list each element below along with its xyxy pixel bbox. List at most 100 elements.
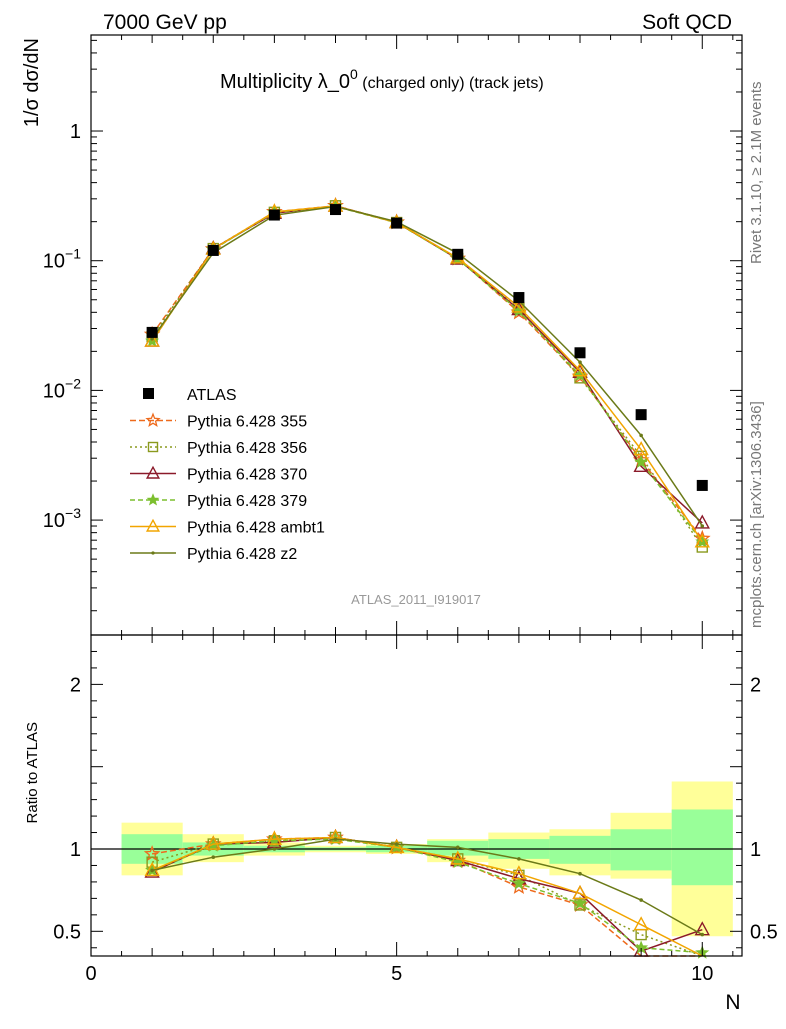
series-6-point-9 [639, 433, 643, 438]
plot-title: Multiplicity λ_00 (charged only) (track … [220, 66, 544, 93]
ratio-y-tick-label-left-1: 0.5 [53, 921, 81, 943]
data-point-3 [268, 209, 280, 221]
legend-marker-3 [145, 465, 161, 479]
ratio-6-point-3 [272, 847, 277, 851]
category-label: Soft QCD [642, 11, 732, 34]
ratio-1-point-7 [510, 878, 528, 894]
legend-marker-1 [145, 412, 161, 428]
series-5-point-1 [144, 332, 160, 347]
ratio-4-point-8 [573, 895, 587, 910]
mcplots-label: mcplots.cern.ch [arXiv:1306.3436] [748, 401, 765, 628]
ratio-5-point-2 [205, 835, 221, 850]
legend-marker-data [143, 388, 154, 399]
ratio-line-6 [151, 838, 703, 936]
rivet-label: Rivet 3.1.10, ≥ 2.1M events [748, 82, 765, 265]
legend-label-3: Pythia 6.428 370 [187, 467, 307, 484]
y-tick-base: 10 [43, 510, 65, 532]
ratio-6-point-2 [211, 855, 216, 860]
series-5-point-7 [511, 298, 527, 313]
ratio-y-tick-label-right-3: 2 [750, 674, 761, 696]
plot-title-sub: (charged only) (track jets) [358, 75, 544, 92]
ratio-line-4 [151, 838, 703, 954]
main-panel: 110−110−210−3 [43, 34, 743, 636]
legend-label-6: Pythia 6.428 z2 [187, 546, 297, 563]
ratio-4-point-7 [511, 876, 526, 890]
data-point-4 [330, 204, 342, 216]
data-point-1 [146, 326, 158, 338]
series-line-6 [151, 205, 703, 527]
bottom-ylabel: Ratio to ATLAS [24, 722, 41, 823]
x-tick-label-2: 5 [391, 963, 402, 985]
data-point-7 [513, 292, 525, 304]
ratio-panel: 0 5 10 0.5 0.5 1 1 2 2 [53, 634, 778, 985]
stat-band-9 [610, 829, 672, 871]
data-point-10 [696, 479, 708, 491]
legend-marker-2 [147, 441, 159, 453]
series-line-1 [151, 205, 703, 540]
ratio-5-point-7 [511, 865, 527, 880]
y-tick-label-2: 10−1 [43, 246, 81, 273]
series-4-point-9 [634, 454, 649, 469]
legend-label-2: Pythia 6.428 356 [187, 440, 307, 457]
series-line-4 [151, 205, 703, 543]
y-tick-label-4: 10−3 [43, 505, 81, 532]
xlabel: N [725, 991, 740, 1014]
main-frame [90, 34, 743, 636]
energy-label: 7000 GeV pp [103, 11, 227, 34]
legend-marker-4 [146, 493, 160, 506]
ratio-6-point-8 [578, 871, 582, 876]
data-point-2 [207, 244, 219, 256]
y-tick-exp: −2 [65, 375, 81, 391]
ratio-5-point-8 [572, 884, 588, 900]
y-tick-base: 10 [43, 251, 65, 273]
series-5-point-8 [572, 362, 588, 377]
plot-title-sup: 0 [350, 66, 358, 82]
ratio-6-point-9 [639, 898, 643, 902]
ratio-6-point-1 [150, 868, 154, 873]
ratio-line-2 [151, 836, 703, 957]
plot-title-main: Multiplicity λ_0 [220, 71, 350, 93]
data-point-9 [635, 409, 647, 421]
x-tick-label-1: 0 [85, 963, 96, 985]
ratio-2-point-9 [635, 928, 647, 941]
ratio-5-point-3 [266, 830, 283, 845]
series-6-point-8 [578, 360, 582, 364]
ratio-6-point-5 [394, 842, 399, 846]
stat-band-10 [671, 809, 733, 886]
series-6-point-10 [700, 524, 705, 528]
series-4-point-8 [573, 367, 587, 382]
x-tick-label-3: 10 [691, 963, 713, 985]
legend-label-1: Pythia 6.428 355 [187, 414, 307, 431]
legend: ATLAS Pythia 6.428 355 Pythia 6.428 356 Pyt… [130, 387, 325, 563]
y-tick-exp: −1 [65, 246, 81, 262]
series-line-2 [151, 205, 703, 548]
y-tick-base: 10 [43, 380, 65, 402]
ratio-y-tick-label-right-2: 1 [750, 839, 761, 861]
ratio-5-point-4 [327, 829, 344, 844]
ratio-6-point-10 [700, 932, 705, 937]
stat-band-8 [549, 835, 611, 864]
ratio-y-tick-label-left-2: 1 [70, 839, 81, 861]
series-line-5 [151, 205, 703, 543]
legend-marker-6 [151, 551, 155, 555]
series-5-point-9 [633, 441, 649, 456]
ratio-y-tick-label-left-3: 2 [70, 674, 81, 696]
ratio-y-tick-label-right-1: 0.5 [750, 921, 778, 943]
analysis-id: ATLAS_2011_I919017 [351, 592, 481, 607]
ratio-5-point-5 [388, 838, 405, 854]
y-tick-exp: −3 [65, 505, 81, 521]
data-point-8 [574, 347, 586, 359]
top-ylabel: 1/σ dσ/dN [21, 38, 43, 127]
ratio-6-point-7 [517, 857, 521, 861]
ratio-6-point-4 [333, 837, 338, 841]
ratio-line-5 [151, 836, 703, 957]
series-5-point-10 [694, 533, 710, 548]
ratio-5-point-9 [633, 916, 649, 931]
data-point-6 [452, 248, 464, 260]
data-point-5 [391, 217, 403, 229]
legend-label-5: Pythia 6.428 ambt1 [187, 520, 325, 537]
y-tick-label-3: 10−2 [43, 375, 81, 402]
ratio-6-point-6 [455, 845, 460, 850]
legend-label-data: ATLAS [187, 387, 237, 404]
